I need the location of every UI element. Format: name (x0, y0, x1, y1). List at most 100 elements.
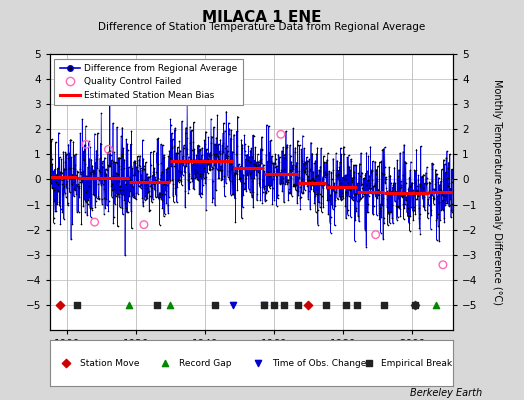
Point (341, 182, 349, 188)
Point (85, 194, 93, 200)
Point (141, 177, 149, 184)
Point (186, 124, 194, 130)
Point (406, 167, 414, 173)
Point (87, 169, 95, 175)
Point (399, 200, 408, 207)
Point (406, 228, 414, 234)
Point (325, 192, 334, 198)
Point (351, 237, 359, 244)
Point (117, 133, 125, 139)
Point (352, 208, 361, 214)
Point (90, 168, 98, 174)
Point (359, 190, 367, 196)
Point (287, 175, 295, 182)
Point (220, 120, 228, 126)
Point (55, 199, 63, 205)
Point (50, 215, 58, 221)
Point (402, 197, 410, 204)
Point (421, 190, 430, 197)
Point (447, 201, 456, 208)
Point (424, 196, 432, 202)
Point (274, 195, 282, 202)
Point (75, 179, 84, 185)
Point (114, 155, 123, 161)
Point (84, 138, 93, 144)
Point (364, 177, 372, 184)
Point (62, 194, 70, 200)
Point (123, 186, 131, 192)
Point (293, 200, 301, 206)
Point (201, 169, 209, 176)
Point (61, 190, 69, 196)
Point (219, 140, 227, 146)
Point (119, 145, 127, 151)
Point (371, 180, 379, 187)
Point (377, 201, 385, 207)
Point (248, 189, 257, 196)
Point (109, 120, 117, 126)
Point (154, 175, 162, 182)
Point (160, 154, 169, 160)
Point (245, 171, 254, 177)
Point (445, 151, 454, 157)
Point (89, 167, 97, 173)
Point (414, 205, 423, 211)
Point (51, 208, 59, 214)
Point (394, 173, 402, 180)
Point (420, 180, 429, 186)
Point (412, 183, 421, 189)
Point (99, 158, 107, 164)
Point (403, 213, 412, 220)
Point (305, 156, 313, 162)
Point (249, 132, 257, 138)
Point (418, 188, 426, 195)
Point (144, 189, 152, 195)
Point (226, 136, 235, 142)
Point (99, 164, 107, 170)
Point (322, 159, 330, 165)
Point (134, 153, 142, 160)
Point (208, 164, 216, 170)
Point (245, 154, 254, 160)
Point (279, 168, 288, 174)
Point (56, 203, 64, 209)
Point (400, 205, 409, 212)
Point (142, 182, 150, 188)
Point (259, 177, 267, 183)
Point (91, 159, 100, 166)
Point (66, 174, 74, 181)
Point (174, 179, 183, 185)
Point (290, 181, 298, 188)
Point (323, 157, 331, 163)
Point (376, 208, 385, 214)
Point (169, 198, 178, 205)
Point (361, 190, 369, 197)
Point (326, 192, 334, 199)
Point (158, 197, 166, 203)
Point (325, 196, 334, 202)
Point (285, 186, 293, 192)
Point (276, 181, 284, 187)
Point (387, 194, 395, 201)
Point (276, 170, 285, 176)
Point (60, 166, 68, 172)
Point (329, 206, 337, 212)
Point (443, 175, 452, 181)
Point (166, 302, 174, 308)
Point (409, 207, 417, 214)
Point (56, 302, 64, 308)
Point (297, 190, 305, 196)
Point (286, 142, 294, 148)
Point (398, 193, 407, 199)
Point (131, 172, 139, 178)
Point (214, 167, 222, 173)
Point (261, 189, 269, 195)
Point (293, 142, 302, 148)
Point (205, 167, 214, 174)
Point (86, 170, 95, 177)
Point (149, 148, 158, 154)
Point (77, 221, 85, 227)
Point (50, 166, 59, 173)
Point (322, 180, 331, 186)
Point (294, 175, 303, 181)
